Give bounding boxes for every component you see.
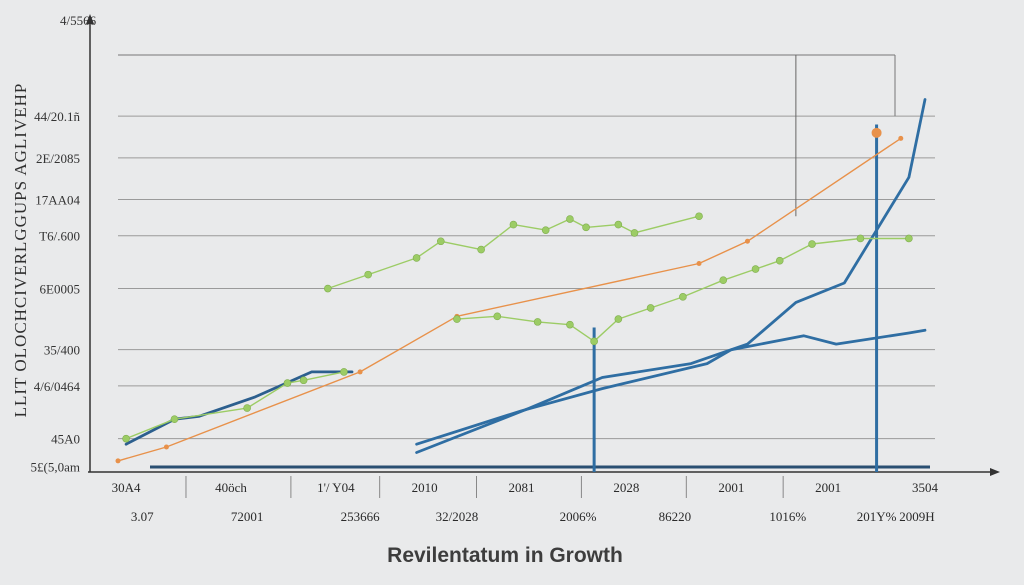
y-axis-top-label: 4/5566 [60,13,97,28]
x-tick-label-bottom-3: 32/2028 [436,509,479,524]
grid-lines [118,54,935,498]
point-green-series-b-6 [541,226,550,234]
data-marks [115,55,927,472]
x-tick-label-top-0: 30A4 [112,480,141,495]
point-green-series-c-11 [808,240,816,248]
point-green-series-a-1 [170,415,179,423]
point-orange-series-5 [744,238,750,244]
point-green-series-c-8 [719,276,728,284]
x-tick-label-bottom-5: 86220 [659,509,692,524]
x-tick-label-top-3: 2010 [412,480,438,495]
x-tick-label-top-4: 2081 [509,480,535,495]
y-tick-label-5: T6/.600 [39,229,80,244]
point-orange-series-1 [163,444,169,450]
point-orange-series-2 [357,369,363,375]
y-tick-label-3: 35/400 [44,343,80,358]
point-green-series-c-9 [751,265,760,273]
x-tick-label-top-1: 40öch [215,480,247,495]
x-tick-label-bottom-1: 72001 [231,509,264,524]
x-tick-label-top-2: 1'/ Y04 [317,480,355,495]
point-green-series-c-2 [533,318,542,326]
point-orange-series-6 [898,135,904,141]
point-green-series-b-3 [436,237,445,246]
y-tick-label-0: 5£(5,0am [31,459,80,474]
point-green-series-a-0 [122,434,130,443]
point-green-series-c-7 [679,293,687,301]
y-axis-title: LLIT OLOCHCIVERLGGUPS AGLIVEHP [11,83,30,418]
point-green-series-b-10 [630,229,639,237]
point-green-series-b-4 [477,245,485,254]
axes [86,14,1000,476]
y-tick-label-6: 17AA04 [35,193,80,208]
series-line-blue-series-c [415,328,927,446]
point-green-series-a-2 [243,404,251,412]
x-tick-label-bottom-4: 2006% [560,509,597,524]
series-line-blue-series-a [124,370,354,446]
point-green-series-b-2 [412,254,421,262]
x-axis-arrow [990,468,1000,476]
x-tick-label-top-5: 2028 [613,480,639,495]
point-green-series-c-10 [775,256,784,265]
x-tick-label-top-6: 2001 [718,480,744,495]
point-green-series-b-0 [324,284,332,293]
x-tick-label-bottom-7: 201Y% [857,509,897,524]
x-tick-label-bottom-0: 3.07 [131,509,154,524]
point-green-series-a-4 [299,376,308,385]
point-orange-series-0 [115,458,121,464]
x-tick-label-top-7: 2001 [815,480,841,495]
series-line-blue-series-b [415,98,927,454]
y-tick-label-1: 45A0 [51,432,80,447]
point-green-series-b-1 [364,270,372,279]
point-green-series-c-1 [493,312,502,321]
point-green-series-a-3 [283,379,292,387]
point-green-series-b-8 [582,223,590,232]
point-green-series-c-5 [614,315,623,323]
y-axis-arrow [86,14,94,24]
point-green-series-c-4 [590,337,598,346]
y-tick-label-8: 44/20.1ñ [34,109,80,124]
point-green-series-c-0 [453,315,461,323]
point-green-series-b-5 [509,220,518,229]
point-green-series-c-12 [856,234,865,243]
point-green-series-b-11 [695,212,703,221]
series-line-green-series-a [125,371,345,440]
y-tick-label-7: 2E/2085 [36,151,80,166]
point-orange-series-4 [696,261,702,266]
tick-labels: 5£(5,0am 45A0 4/6/0464 35/400 6E0005 T6/.600 1… [31,109,939,524]
point-green-series-c-6 [646,304,655,312]
point-green-series-c-13 [905,234,913,243]
y-tick-label-4: 6E0005 [40,282,80,297]
x-tick-label-bottom-8: 2009H [899,509,934,524]
x-tick-label-bottom-2: 253666 [341,509,381,524]
x-tick-label-bottom-6: 1016% [769,509,806,524]
point-green-series-b-9 [614,220,623,229]
chart-title: Revilentatum in Growth [387,544,623,567]
series-line-green-series-c [456,237,910,342]
series-line-orange-series [117,137,902,462]
y-tick-label-2: 4/6/0464 [34,379,81,394]
x-tick-label-top-8: 3504 [912,480,939,495]
highlight-point [871,127,882,138]
point-green-series-a-5 [340,368,348,376]
point-green-series-c-3 [566,320,574,329]
point-green-series-b-7 [566,215,574,223]
